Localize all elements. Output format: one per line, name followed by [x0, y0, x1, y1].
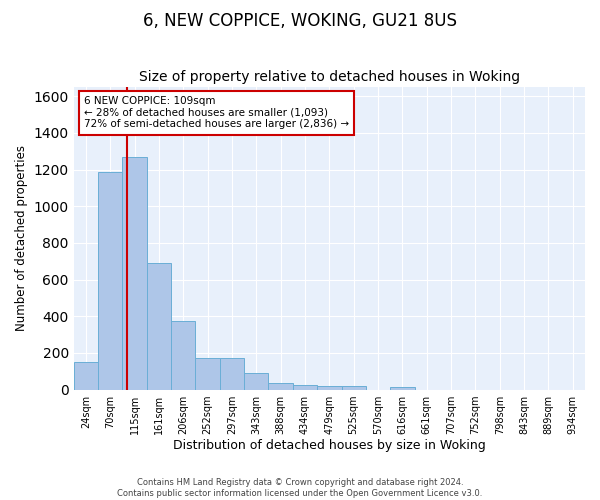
Bar	[220, 358, 244, 390]
X-axis label: Distribution of detached houses by size in Woking: Distribution of detached houses by size …	[173, 440, 486, 452]
Bar	[196, 358, 220, 390]
Text: 6 NEW COPPICE: 109sqm
← 28% of detached houses are smaller (1,093)
72% of semi-d: 6 NEW COPPICE: 109sqm ← 28% of detached …	[84, 96, 349, 130]
Bar	[390, 387, 415, 390]
Text: Contains HM Land Registry data © Crown copyright and database right 2024.
Contai: Contains HM Land Registry data © Crown c…	[118, 478, 482, 498]
Bar	[171, 321, 196, 390]
Bar	[268, 383, 293, 390]
Bar	[293, 385, 317, 390]
Bar	[122, 156, 147, 390]
Bar	[341, 386, 366, 390]
Bar	[98, 172, 122, 390]
Bar	[147, 263, 171, 390]
Y-axis label: Number of detached properties: Number of detached properties	[15, 146, 28, 332]
Text: 6, NEW COPPICE, WOKING, GU21 8US: 6, NEW COPPICE, WOKING, GU21 8US	[143, 12, 457, 30]
Bar	[317, 386, 341, 390]
Bar	[244, 373, 268, 390]
Bar	[74, 362, 98, 390]
Title: Size of property relative to detached houses in Woking: Size of property relative to detached ho…	[139, 70, 520, 85]
